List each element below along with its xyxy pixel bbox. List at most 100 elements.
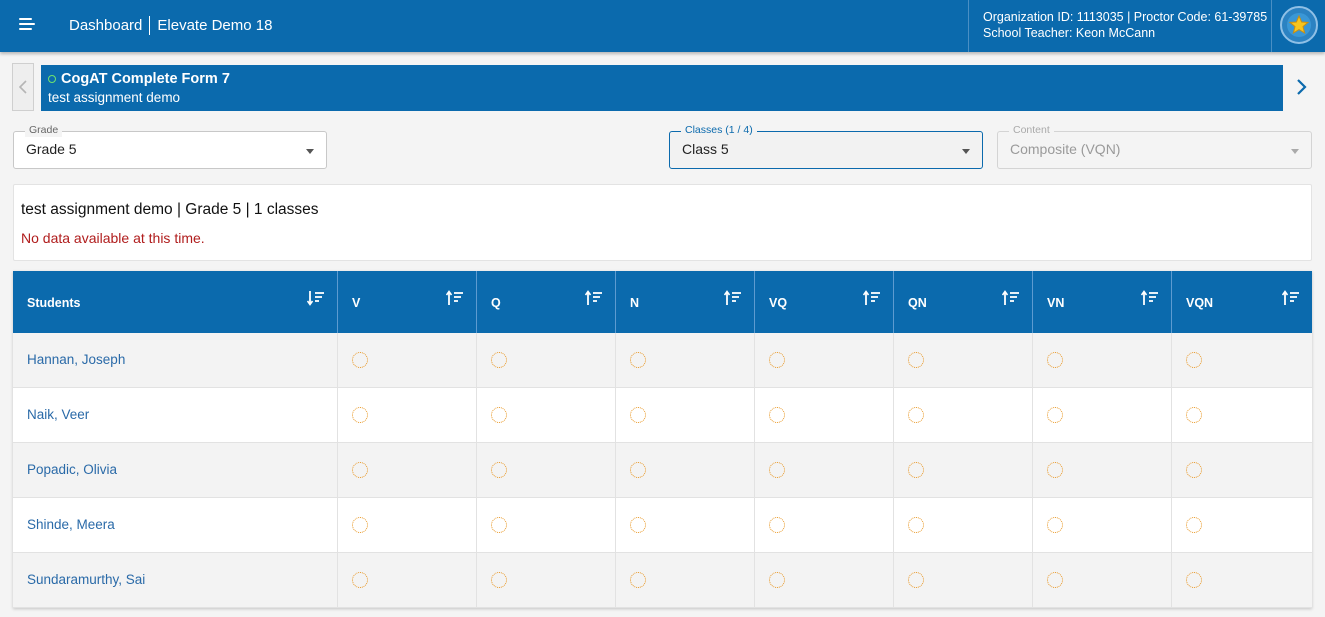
- pending-status-icon: [908, 462, 924, 478]
- star-badge-icon[interactable]: [1280, 6, 1318, 44]
- score-cell: [1172, 498, 1312, 552]
- pending-status-icon: [352, 407, 368, 423]
- column-label: Q: [491, 296, 501, 310]
- sort-ascending-icon[interactable]: [1141, 290, 1159, 306]
- column-header-v[interactable]: V: [338, 271, 477, 333]
- sort-ascending-icon[interactable]: [724, 290, 742, 306]
- column-header-vqn[interactable]: VQN: [1172, 271, 1312, 333]
- score-cell: [338, 498, 477, 552]
- pending-status-icon: [769, 407, 785, 423]
- student-cell: Shinde, Meera: [13, 498, 338, 552]
- pending-status-icon: [1186, 352, 1202, 368]
- pending-status-icon: [491, 407, 507, 423]
- chevron-left-icon: [18, 80, 27, 94]
- pending-status-icon: [769, 572, 785, 588]
- score-cell: [477, 443, 616, 497]
- pending-status-icon: [1047, 352, 1063, 368]
- score-cell: [477, 333, 616, 387]
- column-label: VQ: [769, 296, 788, 310]
- pending-status-icon: [769, 462, 785, 478]
- score-cell: [616, 553, 755, 607]
- score-cell: [755, 388, 894, 442]
- pending-status-icon: [1047, 462, 1063, 478]
- pending-status-icon: [630, 517, 646, 533]
- teacher-name: Keon McCann: [1075, 26, 1156, 40]
- sort-ascending-icon[interactable]: [585, 290, 603, 306]
- classes-select[interactable]: Classes (1 / 4) Class 5: [669, 124, 983, 169]
- pending-status-icon: [908, 352, 924, 368]
- score-cell: [338, 388, 477, 442]
- assignment-banner[interactable]: CogAT Complete Form 7 test assignment de…: [41, 65, 1283, 111]
- score-cell: [1033, 388, 1172, 442]
- sort-ascending-icon[interactable]: [1002, 290, 1020, 306]
- score-cell: [616, 388, 755, 442]
- chevron-right-icon: [1297, 79, 1307, 95]
- pending-status-icon: [908, 517, 924, 533]
- column-header-vq[interactable]: VQ: [755, 271, 894, 333]
- column-header-vn[interactable]: VN: [1033, 271, 1172, 333]
- pending-status-icon: [352, 517, 368, 533]
- column-label: VQN: [1186, 296, 1214, 310]
- status-dot-icon: [48, 75, 56, 83]
- pending-status-icon: [630, 352, 646, 368]
- column-header-students[interactable]: Students: [13, 271, 338, 333]
- column-header-q[interactable]: Q: [477, 271, 616, 333]
- pending-status-icon: [352, 352, 368, 368]
- table-body: Hannan, Joseph Naik, Veer Popadic, Olivi…: [13, 333, 1312, 608]
- score-cell: [338, 333, 477, 387]
- assignment-subtitle: test assignment demo: [48, 90, 181, 105]
- sort-ascending-icon[interactable]: [1282, 290, 1300, 306]
- sort-ascending-icon[interactable]: [863, 290, 881, 306]
- student-name-link[interactable]: Shinde, Meera: [27, 517, 115, 532]
- breadcrumb-dashboard[interactable]: Dashboard: [69, 17, 143, 34]
- no-data-message: No data available at this time.: [21, 230, 205, 246]
- grade-select[interactable]: Grade Grade 5: [13, 124, 327, 169]
- table-row: Hannan, Joseph: [13, 333, 1312, 388]
- score-cell: [1033, 333, 1172, 387]
- breadcrumb: Dashboard Elevate Demo 18: [69, 16, 272, 35]
- column-header-qn[interactable]: QN: [894, 271, 1033, 333]
- column-header-n[interactable]: N: [616, 271, 755, 333]
- organization-line: Organization ID: 1113035 | Proctor Code:…: [983, 10, 1268, 24]
- content-label: Content: [1009, 124, 1054, 137]
- hamburger-menu-icon[interactable]: [16, 14, 38, 36]
- scores-table: Students V Q N VQ QN VN VQN Hannan, Jose…: [13, 271, 1312, 608]
- breadcrumb-divider: [149, 16, 151, 35]
- pending-status-icon: [769, 517, 785, 533]
- score-cell: [894, 388, 1033, 442]
- grade-value: Grade 5: [26, 141, 77, 157]
- pending-status-icon: [352, 572, 368, 588]
- pending-status-icon: [1047, 517, 1063, 533]
- next-assignment-button[interactable]: [1289, 63, 1313, 111]
- pending-status-icon: [1186, 572, 1202, 588]
- assignment-title: CogAT Complete Form 7: [61, 71, 230, 87]
- score-cell: [1033, 443, 1172, 497]
- table-header: Students V Q N VQ QN VN VQN: [13, 271, 1312, 333]
- dropdown-caret-icon: [306, 149, 314, 154]
- pending-status-icon: [491, 572, 507, 588]
- teacher-prefix: School Teacher:: [983, 26, 1076, 40]
- score-cell: [1033, 553, 1172, 607]
- score-cell: [338, 553, 477, 607]
- summary-panel: test assignment demo | Grade 5 | 1 class…: [13, 184, 1312, 261]
- student-name-link[interactable]: Sundaramurthy, Sai: [27, 572, 146, 587]
- score-cell: [1033, 498, 1172, 552]
- score-cell: [894, 553, 1033, 607]
- score-cell: [755, 553, 894, 607]
- column-label: V: [352, 296, 361, 310]
- pending-status-icon: [908, 407, 924, 423]
- grade-label: Grade: [25, 124, 63, 137]
- table-row: Shinde, Meera: [13, 498, 1312, 553]
- student-name-link[interactable]: Popadic, Olivia: [27, 462, 118, 477]
- score-cell: [894, 498, 1033, 552]
- student-name-link[interactable]: Naik, Veer: [27, 407, 90, 422]
- score-cell: [338, 443, 477, 497]
- sort-descending-icon[interactable]: [307, 290, 325, 306]
- previous-assignment-button[interactable]: [12, 63, 34, 111]
- sort-ascending-icon[interactable]: [446, 290, 464, 306]
- table-row: Sundaramurthy, Sai: [13, 553, 1312, 608]
- score-cell: [894, 443, 1033, 497]
- student-name-link[interactable]: Hannan, Joseph: [27, 352, 126, 367]
- pending-status-icon: [491, 352, 507, 368]
- pending-status-icon: [630, 572, 646, 588]
